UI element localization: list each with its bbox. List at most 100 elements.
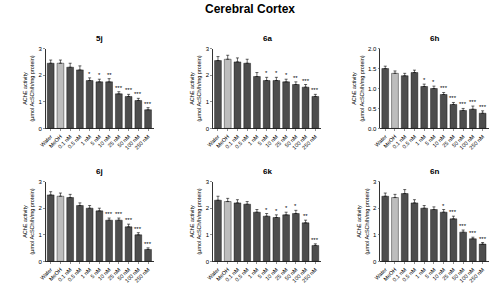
svg-text:50 nM: 50 nM bbox=[116, 133, 131, 148]
svg-text:1 nM: 1 nM bbox=[414, 133, 427, 146]
svg-text:MeOH: MeOH bbox=[48, 133, 63, 148]
svg-text:1: 1 bbox=[38, 99, 42, 105]
svg-text:0.5 nM: 0.5 nM bbox=[401, 266, 417, 282]
svg-text:*: * bbox=[275, 208, 278, 214]
svg-text:***: *** bbox=[311, 237, 319, 243]
svg-text:50 nM: 50 nM bbox=[451, 133, 466, 148]
svg-text:AChE activity(µmol AcSCh/h/mg: AChE activity(µmol AcSCh/h/mg protein) bbox=[356, 188, 369, 254]
svg-text:0.1 nM: 0.1 nM bbox=[57, 133, 73, 149]
svg-text:***: *** bbox=[144, 241, 152, 247]
svg-text:***: *** bbox=[469, 99, 477, 105]
svg-text:***: *** bbox=[459, 101, 467, 107]
svg-text:Water: Water bbox=[373, 266, 388, 281]
svg-text:25 nM: 25 nM bbox=[274, 266, 289, 281]
svg-text:0: 0 bbox=[206, 259, 210, 265]
svg-text:2: 2 bbox=[206, 72, 210, 78]
svg-text:Water: Water bbox=[39, 133, 54, 148]
svg-text:AChE activity(µmol AcSCh/h/mg: AChE activity(µmol AcSCh/h/mg protein) bbox=[189, 188, 202, 254]
svg-text:MeOH: MeOH bbox=[215, 266, 230, 281]
svg-text:250 nM: 250 nM bbox=[468, 133, 486, 151]
svg-text:6n: 6n bbox=[430, 167, 439, 176]
svg-text:0.5 nM: 0.5 nM bbox=[234, 133, 250, 149]
svg-text:1 nM: 1 nM bbox=[247, 133, 260, 146]
svg-text:1 nM: 1 nM bbox=[79, 266, 92, 279]
svg-text:250 nM: 250 nM bbox=[133, 133, 151, 151]
svg-text:10 nM: 10 nM bbox=[431, 266, 446, 281]
svg-text:10 nM: 10 nM bbox=[264, 133, 279, 148]
svg-text:0.1 nM: 0.1 nM bbox=[224, 133, 240, 149]
svg-text:50 nM: 50 nM bbox=[283, 133, 298, 148]
svg-text:Water: Water bbox=[39, 266, 54, 281]
svg-text:***: *** bbox=[134, 226, 142, 232]
svg-text:**: ** bbox=[303, 213, 308, 219]
svg-text:25 nM: 25 nM bbox=[106, 266, 121, 281]
svg-text:25 nM: 25 nM bbox=[106, 133, 121, 148]
svg-text:*: * bbox=[285, 72, 288, 78]
svg-text:***: *** bbox=[440, 85, 448, 91]
svg-text:0.1 nM: 0.1 nM bbox=[391, 133, 407, 149]
svg-text:Water: Water bbox=[206, 133, 221, 148]
svg-text:0.1 nM: 0.1 nM bbox=[391, 266, 407, 282]
svg-text:50 nM: 50 nM bbox=[116, 266, 131, 281]
svg-text:*: * bbox=[265, 207, 268, 213]
svg-text:1: 1 bbox=[38, 232, 42, 238]
svg-text:25 nM: 25 nM bbox=[274, 133, 289, 148]
svg-text:6j: 6j bbox=[96, 167, 103, 176]
svg-text:MeOH: MeOH bbox=[382, 266, 397, 281]
svg-text:0.5 nM: 0.5 nM bbox=[234, 266, 250, 282]
svg-text:***: *** bbox=[115, 211, 123, 217]
svg-text:0: 0 bbox=[38, 125, 42, 131]
svg-text:0.0: 0.0 bbox=[368, 125, 377, 131]
svg-text:***: *** bbox=[125, 87, 133, 93]
svg-text:***: *** bbox=[449, 209, 457, 215]
svg-text:100 nM: 100 nM bbox=[124, 266, 142, 284]
svg-text:2: 2 bbox=[373, 205, 377, 211]
svg-text:5 nM: 5 nM bbox=[89, 133, 102, 146]
svg-text:25 nM: 25 nM bbox=[441, 133, 456, 148]
svg-text:25 nM: 25 nM bbox=[441, 266, 456, 281]
svg-text:6h: 6h bbox=[430, 34, 439, 43]
svg-text:0.5 nM: 0.5 nM bbox=[66, 266, 82, 282]
svg-text:2: 2 bbox=[206, 205, 210, 211]
svg-text:250 nM: 250 nM bbox=[301, 266, 319, 284]
svg-text:50 nM: 50 nM bbox=[283, 266, 298, 281]
svg-text:0.1 nM: 0.1 nM bbox=[224, 266, 240, 282]
svg-text:*: * bbox=[294, 203, 297, 209]
svg-text:MeOH: MeOH bbox=[215, 133, 230, 148]
svg-text:3: 3 bbox=[373, 179, 377, 185]
svg-text:***: *** bbox=[144, 101, 152, 107]
svg-text:3: 3 bbox=[206, 179, 210, 185]
svg-text:MeOH: MeOH bbox=[382, 133, 397, 148]
svg-text:10 nM: 10 nM bbox=[97, 266, 112, 281]
svg-text:1 nM: 1 nM bbox=[247, 266, 260, 279]
svg-text:***: *** bbox=[479, 104, 487, 110]
svg-text:100 nM: 100 nM bbox=[291, 133, 309, 151]
svg-text:0: 0 bbox=[38, 259, 42, 265]
svg-text:AChE activity(µmol AcSCh/h/mg: AChE activity(µmol AcSCh/h/mg protein) bbox=[351, 55, 364, 121]
svg-text:250 nM: 250 nM bbox=[133, 266, 151, 284]
svg-text:*: * bbox=[98, 72, 101, 78]
svg-text:0.5 nM: 0.5 nM bbox=[401, 133, 417, 149]
svg-text:Water: Water bbox=[206, 266, 221, 281]
svg-text:***: *** bbox=[105, 211, 113, 217]
svg-text:100 nM: 100 nM bbox=[124, 133, 142, 151]
svg-text:10 nM: 10 nM bbox=[97, 133, 112, 148]
svg-text:0: 0 bbox=[373, 259, 377, 265]
svg-text:1 nM: 1 nM bbox=[414, 266, 427, 279]
svg-text:2.0: 2.0 bbox=[368, 46, 377, 52]
svg-text:5 nM: 5 nM bbox=[256, 133, 269, 146]
svg-text:***: *** bbox=[449, 95, 457, 101]
svg-text:50 nM: 50 nM bbox=[451, 266, 466, 281]
svg-text:0.1 nM: 0.1 nM bbox=[57, 266, 73, 282]
svg-text:5 nM: 5 nM bbox=[424, 133, 437, 146]
svg-text:1.0: 1.0 bbox=[368, 86, 377, 92]
svg-text:10 nM: 10 nM bbox=[264, 266, 279, 281]
svg-text:100 nM: 100 nM bbox=[458, 266, 476, 284]
svg-text:5j: 5j bbox=[96, 34, 103, 43]
svg-text:**: ** bbox=[107, 72, 112, 78]
svg-text:*: * bbox=[265, 70, 268, 76]
svg-text:AChE activity(µmol AcSCh/h/mg: AChE activity(µmol AcSCh/h/mg protein) bbox=[22, 188, 35, 254]
svg-text:3: 3 bbox=[206, 46, 210, 52]
svg-text:0: 0 bbox=[206, 125, 210, 131]
svg-text:1 nM: 1 nM bbox=[79, 133, 92, 146]
